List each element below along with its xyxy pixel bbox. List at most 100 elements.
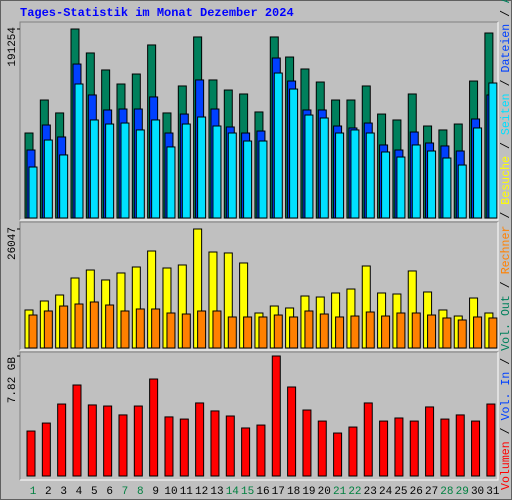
legend-entry: Volumen bbox=[500, 441, 512, 490]
legend-separator: / bbox=[500, 205, 512, 226]
panel-shadow bbox=[19, 221, 498, 350]
bar bbox=[26, 430, 36, 477]
x-tick-label: 3 bbox=[60, 486, 67, 498]
bar bbox=[227, 316, 237, 349]
legend: Volumen / Vol. In / Vol. Out / Rechner /… bbox=[500, 0, 512, 490]
x-tick-label: 26 bbox=[410, 486, 423, 498]
bar bbox=[473, 316, 483, 349]
bar bbox=[427, 150, 437, 219]
bar bbox=[212, 310, 222, 349]
bar bbox=[350, 129, 360, 219]
x-tick-label: 28 bbox=[440, 486, 453, 498]
bar bbox=[396, 156, 406, 219]
x-tick-label: 23 bbox=[364, 486, 377, 498]
x-tick-label: 22 bbox=[348, 486, 361, 498]
bar bbox=[59, 154, 69, 219]
bar bbox=[319, 313, 329, 349]
bar bbox=[59, 305, 69, 349]
bar bbox=[455, 414, 465, 477]
bar bbox=[488, 317, 498, 349]
bar bbox=[118, 414, 128, 477]
bar bbox=[440, 418, 450, 477]
bar bbox=[304, 310, 314, 349]
x-tick-label: 8 bbox=[137, 486, 144, 498]
bar bbox=[120, 310, 130, 349]
legend-separator: / bbox=[500, 3, 512, 24]
bar bbox=[317, 420, 327, 477]
bar bbox=[57, 403, 67, 477]
y-tick-label: 191254 bbox=[7, 27, 19, 67]
x-tick-label: 4 bbox=[76, 486, 83, 498]
bar bbox=[289, 88, 299, 219]
x-tick-label: 13 bbox=[210, 486, 223, 498]
x-tick-label: 19 bbox=[302, 486, 315, 498]
bar bbox=[89, 301, 99, 349]
bar bbox=[243, 316, 253, 349]
x-tick-label: 31 bbox=[486, 486, 500, 498]
x-tick-label: 5 bbox=[91, 486, 98, 498]
bar bbox=[427, 314, 437, 349]
bar bbox=[149, 378, 159, 477]
x-tick-label: 15 bbox=[241, 486, 254, 498]
x-tick-label: 7 bbox=[122, 486, 129, 498]
bar bbox=[164, 416, 174, 477]
bar bbox=[166, 146, 176, 219]
bar bbox=[197, 310, 207, 349]
legend-separator: / bbox=[500, 135, 512, 156]
bar bbox=[319, 117, 329, 219]
x-tick-label: 20 bbox=[318, 486, 331, 498]
bar bbox=[411, 144, 421, 219]
bar bbox=[304, 114, 314, 219]
legend-entry: Anfragen bbox=[500, 0, 512, 3]
legend-entry: Besuche bbox=[500, 156, 512, 205]
bar bbox=[179, 418, 189, 477]
bar bbox=[103, 405, 113, 477]
bar bbox=[41, 422, 51, 477]
bar bbox=[210, 410, 220, 477]
bar bbox=[135, 129, 145, 219]
bar bbox=[379, 420, 389, 477]
x-tick-label: 10 bbox=[164, 486, 177, 498]
bar bbox=[28, 314, 38, 349]
bar bbox=[72, 384, 82, 477]
x-tick-label: 6 bbox=[106, 486, 113, 498]
bar bbox=[333, 432, 343, 477]
bar bbox=[473, 127, 483, 219]
bar bbox=[74, 83, 84, 219]
x-tick-label: 25 bbox=[394, 486, 407, 498]
bar bbox=[335, 316, 345, 349]
bar bbox=[89, 119, 99, 219]
x-tick-label: 29 bbox=[456, 486, 469, 498]
legend-separator: / bbox=[500, 351, 512, 372]
bar bbox=[120, 122, 130, 219]
bar bbox=[74, 303, 84, 349]
bar bbox=[381, 315, 391, 349]
bar bbox=[273, 314, 283, 349]
bar bbox=[348, 426, 358, 477]
bar bbox=[43, 139, 53, 219]
panel-light bbox=[20, 352, 499, 481]
panel-shadow bbox=[19, 21, 498, 220]
bar bbox=[105, 304, 115, 349]
bar bbox=[271, 355, 281, 477]
x-tick-label: 12 bbox=[195, 486, 208, 498]
bar bbox=[181, 313, 191, 349]
bar bbox=[273, 72, 283, 219]
bar bbox=[241, 427, 251, 477]
x-tick-label: 11 bbox=[180, 486, 194, 498]
chart-title: Tages-Statistik im Monat Dezember 2024 bbox=[20, 6, 294, 20]
bar bbox=[212, 125, 222, 219]
legend-entry: Vol. Out bbox=[500, 295, 512, 351]
x-tick-label: 27 bbox=[425, 486, 438, 498]
bar bbox=[411, 312, 421, 349]
bar bbox=[225, 415, 235, 477]
legend-entry: Dateien bbox=[500, 24, 512, 73]
bar bbox=[195, 402, 205, 477]
x-tick-label: 9 bbox=[152, 486, 159, 498]
x-tick-label: 21 bbox=[333, 486, 347, 498]
bar bbox=[409, 420, 419, 477]
x-tick-label: 1 bbox=[30, 486, 37, 498]
bar bbox=[258, 316, 268, 349]
y-tick-label: 26047 bbox=[7, 227, 19, 260]
